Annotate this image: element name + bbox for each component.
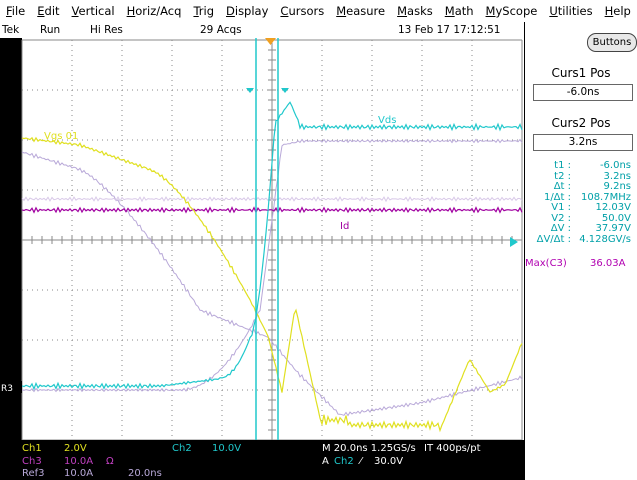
readout-row: V1 : 12.03V [533,202,631,213]
curs2-position-field[interactable]: 3.2ns [533,134,633,151]
channel-settings-bar: Ch1 2.0V Ch2 10.0V Ch3 10.0A Ω Ref3 10.0… [0,440,524,480]
menu-masks[interactable]: Masks [397,4,433,18]
trigger-slope-icon: ⁄ [360,456,362,467]
menu-help[interactable]: Help [604,4,631,18]
left-margin-strip [0,38,22,440]
datetime: 13 Feb 17 17:12:51 [398,24,501,36]
readout-value: 37.97V [595,223,631,234]
readout-value: 4.128GV/s [579,233,631,245]
menu-utilities[interactable]: Utilities [549,4,593,18]
readout-label: V2 : [551,212,571,224]
ch3-ohm-icon: Ω [106,456,114,467]
trigger-source[interactable]: Ch2 [334,456,354,467]
menu-bar: File Edit Vertical Horiz/Acq Trig Display Curs… [0,0,637,22]
readout-row: 1/Δt : 108.7MHz [533,192,631,203]
readout-label: V1 : [551,202,571,213]
readout-row: ΔV/Δt : 4.128GV/s [533,234,631,245]
menu-math[interactable]: Math [444,4,474,18]
curs1-title: Curs1 Pos [551,66,611,80]
brand-label: Tek [2,24,20,36]
measurement-label: Max(C3) [525,258,567,269]
readout-label: t2 : [554,170,571,182]
ch1-label[interactable]: Ch1 [22,443,42,454]
readout-value: 3.2ns [603,170,631,182]
waveform-display[interactable]: Vgs 01 Vds Id R3 [0,0,524,480]
cursor-panel: Buttons Curs1 Pos -6.0ns Curs2 Pos 3.2ns… [524,22,637,480]
ch2-label[interactable]: Ch2 [172,443,192,454]
cursor2-marker-icon [281,88,289,93]
readout-label: t1 : [554,160,571,171]
readout-label: Δt : [553,181,571,192]
ref3-id-trace [21,195,523,203]
readout-row: ΔV : 37.97V [533,223,631,234]
measurement-readout: Max(C3) 36.03A [525,258,625,269]
readout-value: 50.0V [601,212,631,224]
menu-horiz-acq[interactable]: Horiz/Acq [126,4,182,18]
ref3-scale[interactable]: 10.0A [64,468,94,479]
ref3-time: 20.0ns [128,468,162,479]
ch1-vgs-trace [21,136,523,433]
readout-row: Δt : 9.2ns [533,181,631,192]
ch3-id-trace [21,206,523,214]
menu-myscope[interactable]: MyScope [485,4,538,18]
ch3-label[interactable]: Ch3 [22,456,42,467]
curs2-title: Curs2 Pos [551,116,611,130]
readout-label: 1/Δt : [543,191,571,203]
readout-row: t2 : 3.2ns [533,171,631,182]
trigger-position-icon[interactable] [265,38,276,45]
readout-label: ΔV/Δt : [536,233,571,245]
trigger-level[interactable]: 30.0V [374,456,404,467]
menu-trig[interactable]: Trig [193,4,215,18]
buttons-button[interactable]: Buttons [587,33,637,52]
readout-row: V2 : 50.0V [533,213,631,224]
status-bar: Tek Run Hi Res 29 Acqs 13 Feb 17 17:12:5… [0,22,524,38]
readout-row: t1 : -6.0ns [533,160,631,171]
acq-count: 29 Acqs [200,24,242,36]
ref3-marker[interactable] [0,381,22,393]
vds-label: Vds [378,115,396,126]
ref3-trace [21,151,523,417]
readout-value: 12.03V [595,202,631,213]
ref3-marker-label: R3 [1,384,13,394]
trigger-level-icon[interactable] [510,237,518,247]
menu-vertical[interactable]: Vertical [71,4,115,18]
measurement-value: 36.03A [590,258,626,269]
vgs-label: Vgs 01 [44,131,78,142]
readout-value: 9.2ns [603,181,631,192]
interp-time: IT 400ps/pt [424,443,481,454]
acq-mode: Hi Res [90,24,123,36]
menu-measure[interactable]: Measure [336,4,386,18]
ref3-vds-trace [21,138,523,393]
id-label: Id [340,221,349,232]
ch2-vds-trace [21,101,523,391]
readout-label: ΔV : [550,223,571,234]
menu-edit[interactable]: Edit [37,4,60,18]
readout-value: 108.7MHz [580,191,631,203]
run-state[interactable]: Run [40,24,61,36]
graticule [21,39,523,441]
ref3-label[interactable]: Ref3 [22,468,45,479]
cursor1-marker-icon [246,88,254,93]
timebase[interactable]: M 20.0ns 1.25GS/s [322,443,416,454]
curs1-position-field[interactable]: -6.0ns [533,84,633,101]
menu-display[interactable]: Display [226,4,269,18]
trigger-mode[interactable]: A [322,456,329,467]
menu-file[interactable]: File [6,4,26,18]
ch1-scale[interactable]: 2.0V [64,443,87,454]
menu-cursors[interactable]: Cursors [280,4,325,18]
readout-value: -6.0ns [599,160,631,171]
ch3-scale[interactable]: 10.0A [64,456,94,467]
ch2-scale[interactable]: 10.0V [212,443,242,454]
